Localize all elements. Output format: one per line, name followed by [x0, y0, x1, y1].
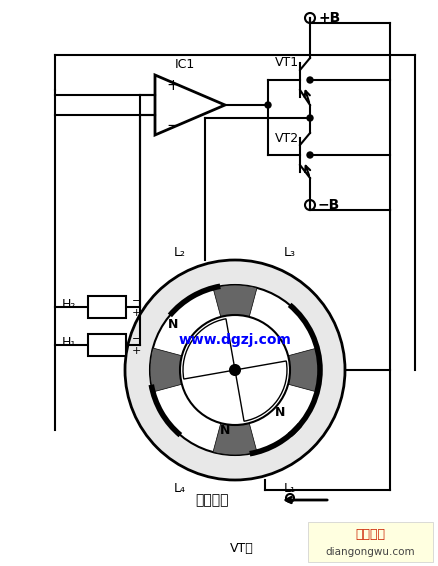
- Bar: [308, 522, 433, 562]
- Bar: [88, 296, 126, 318]
- Wedge shape: [150, 348, 182, 392]
- Text: N: N: [220, 423, 230, 436]
- Text: +: +: [132, 346, 141, 356]
- Circle shape: [180, 315, 290, 425]
- Text: L₃: L₃: [284, 246, 296, 259]
- Text: VT：: VT：: [230, 542, 254, 555]
- Text: H₁: H₁: [62, 337, 76, 349]
- Circle shape: [230, 365, 240, 375]
- Text: +B: +B: [318, 11, 340, 25]
- Circle shape: [265, 102, 271, 108]
- Text: 电工之屋: 电工之屋: [355, 529, 385, 542]
- Text: H₂: H₂: [62, 298, 76, 311]
- Text: VT1: VT1: [275, 57, 299, 70]
- Circle shape: [307, 77, 313, 83]
- Circle shape: [125, 260, 345, 480]
- Circle shape: [307, 115, 313, 121]
- Wedge shape: [288, 348, 320, 392]
- Wedge shape: [213, 285, 257, 317]
- Wedge shape: [213, 423, 257, 455]
- Text: VT2: VT2: [275, 131, 299, 144]
- Circle shape: [307, 152, 313, 158]
- Text: N: N: [275, 405, 285, 418]
- Text: IC1: IC1: [175, 58, 195, 71]
- Circle shape: [150, 285, 320, 455]
- Text: L₁: L₁: [284, 482, 296, 495]
- Text: 旋转方向: 旋转方向: [195, 493, 229, 507]
- Bar: [88, 334, 126, 356]
- Text: −: −: [132, 334, 141, 344]
- Wedge shape: [183, 319, 235, 379]
- Text: www.dgzj.com: www.dgzj.com: [179, 333, 291, 347]
- Text: L₂: L₂: [174, 246, 186, 259]
- Text: +: +: [166, 78, 180, 92]
- Wedge shape: [235, 361, 287, 421]
- Text: +: +: [132, 308, 141, 318]
- Text: diangongwu.com: diangongwu.com: [325, 547, 415, 557]
- Text: N: N: [168, 319, 178, 332]
- Text: −: −: [166, 118, 180, 132]
- Text: L₄: L₄: [174, 482, 186, 495]
- Text: −B: −B: [318, 198, 340, 212]
- Text: −: −: [132, 296, 141, 306]
